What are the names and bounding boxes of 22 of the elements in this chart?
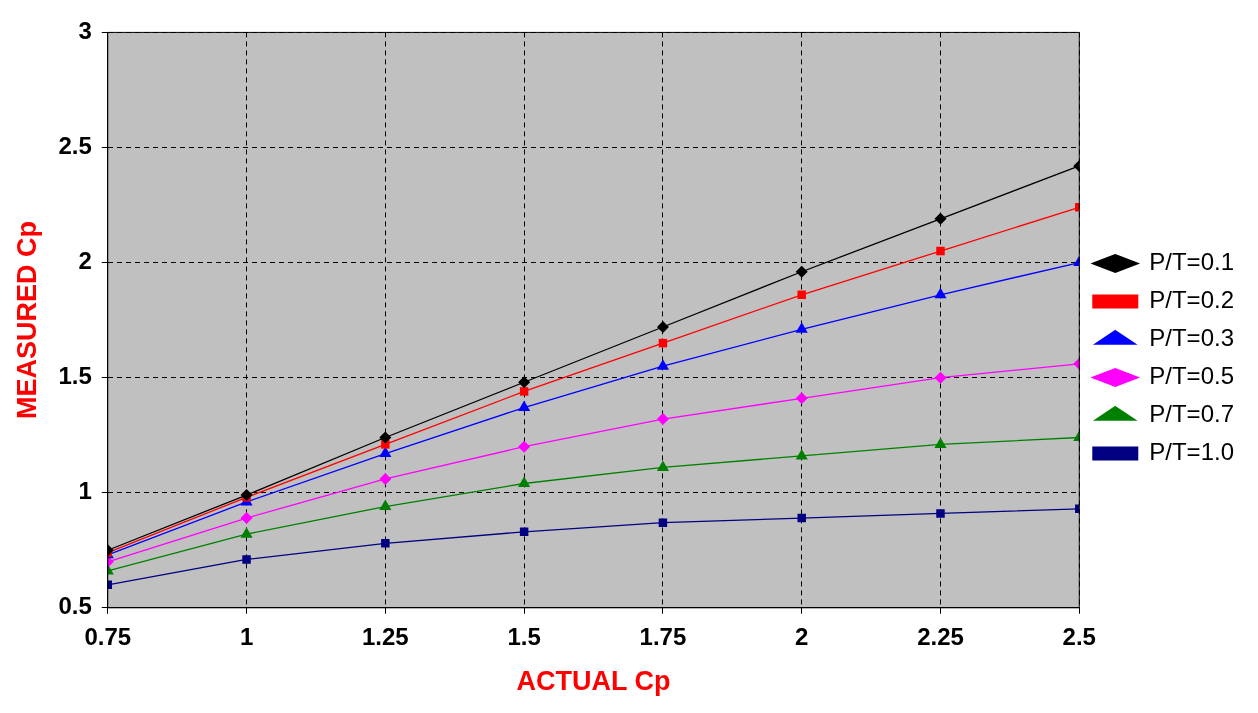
y-tick-label: 1.5: [58, 362, 92, 390]
y-axis-title: MEASURED Cp: [11, 221, 42, 420]
legend-label: P/T=0.7: [1149, 400, 1234, 428]
legend-label: P/T=0.5: [1149, 362, 1234, 390]
x-tick-label: 0.75: [84, 622, 132, 650]
x-tick-label: 1.25: [361, 622, 409, 650]
y-tick-label: 2.5: [58, 132, 92, 160]
y-tick-label: 2: [78, 247, 92, 275]
legend-label: P/T=0.1: [1149, 248, 1234, 276]
x-tick-label: 2.25: [917, 622, 964, 650]
legend-label: P/T=1.0: [1149, 438, 1234, 466]
x-tick-label: 2: [795, 622, 809, 650]
y-tick-label: 1: [78, 477, 92, 505]
x-tick-label: 2.5: [1062, 622, 1096, 650]
legend-label: P/T=0.2: [1149, 286, 1234, 314]
x-tick-label: 1.5: [507, 622, 541, 650]
legend-label: P/T=0.3: [1149, 324, 1234, 352]
x-tick-label: 1: [239, 622, 254, 650]
x-axis-title: ACTUAL Cp: [516, 666, 671, 697]
x-tick-label: 1.75: [639, 622, 687, 650]
y-tick-label: 3: [78, 17, 92, 45]
y-tick-label: 0.5: [58, 592, 92, 620]
